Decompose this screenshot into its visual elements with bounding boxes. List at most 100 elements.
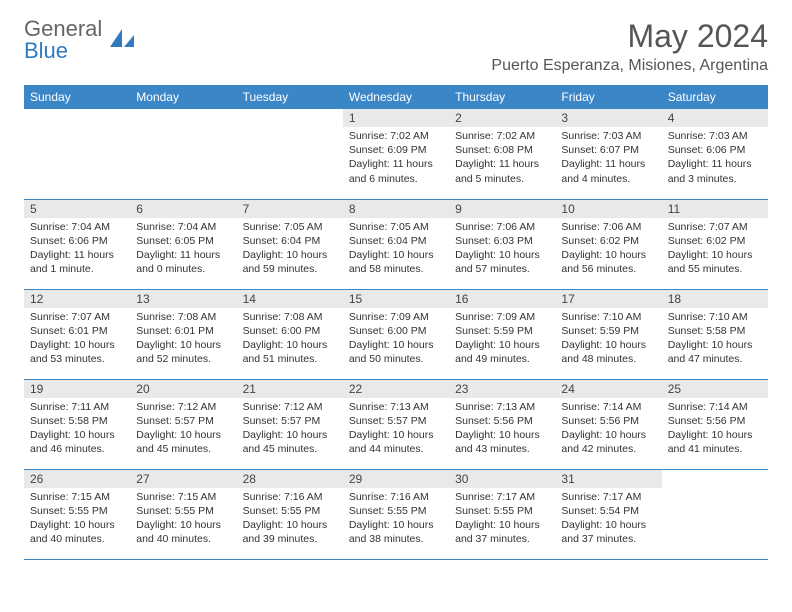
day-number: 6 [130, 200, 236, 218]
day-number: 13 [130, 290, 236, 308]
day-number: 17 [555, 290, 661, 308]
calendar-cell: 17Sunrise: 7:10 AMSunset: 5:59 PMDayligh… [555, 289, 661, 379]
calendar-cell: 11Sunrise: 7:07 AMSunset: 6:02 PMDayligh… [662, 199, 768, 289]
calendar-row: 12Sunrise: 7:07 AMSunset: 6:01 PMDayligh… [24, 289, 768, 379]
day-details: Sunrise: 7:15 AMSunset: 5:55 PMDaylight:… [24, 488, 130, 553]
calendar-cell: 3Sunrise: 7:03 AMSunset: 6:07 PMDaylight… [555, 109, 661, 199]
day-details: Sunrise: 7:05 AMSunset: 6:04 PMDaylight:… [237, 218, 343, 283]
weekday-header: Wednesday [343, 85, 449, 109]
day-number: 25 [662, 380, 768, 398]
calendar-cell: 13Sunrise: 7:08 AMSunset: 6:01 PMDayligh… [130, 289, 236, 379]
calendar-cell: 10Sunrise: 7:06 AMSunset: 6:02 PMDayligh… [555, 199, 661, 289]
calendar-cell: 31Sunrise: 7:17 AMSunset: 5:54 PMDayligh… [555, 469, 661, 559]
day-number: 16 [449, 290, 555, 308]
day-details: Sunrise: 7:02 AMSunset: 6:08 PMDaylight:… [449, 127, 555, 192]
day-details: Sunrise: 7:04 AMSunset: 6:05 PMDaylight:… [130, 218, 236, 283]
day-details: Sunrise: 7:06 AMSunset: 6:02 PMDaylight:… [555, 218, 661, 283]
day-details: Sunrise: 7:08 AMSunset: 6:01 PMDaylight:… [130, 308, 236, 373]
calendar-cell [662, 469, 768, 559]
calendar-cell: 26Sunrise: 7:15 AMSunset: 5:55 PMDayligh… [24, 469, 130, 559]
calendar-cell: 29Sunrise: 7:16 AMSunset: 5:55 PMDayligh… [343, 469, 449, 559]
calendar-cell: 28Sunrise: 7:16 AMSunset: 5:55 PMDayligh… [237, 469, 343, 559]
day-details: Sunrise: 7:06 AMSunset: 6:03 PMDaylight:… [449, 218, 555, 283]
day-number: 26 [24, 470, 130, 488]
location: Puerto Esperanza, Misiones, Argentina [491, 57, 768, 75]
day-details: Sunrise: 7:17 AMSunset: 5:55 PMDaylight:… [449, 488, 555, 553]
day-details: Sunrise: 7:07 AMSunset: 6:01 PMDaylight:… [24, 308, 130, 373]
day-details: Sunrise: 7:14 AMSunset: 5:56 PMDaylight:… [662, 398, 768, 463]
day-number: 22 [343, 380, 449, 398]
day-number: 15 [343, 290, 449, 308]
logo: General Blue [24, 18, 136, 62]
calendar-cell: 18Sunrise: 7:10 AMSunset: 5:58 PMDayligh… [662, 289, 768, 379]
day-number: 10 [555, 200, 661, 218]
calendar-cell: 16Sunrise: 7:09 AMSunset: 5:59 PMDayligh… [449, 289, 555, 379]
calendar-row: 19Sunrise: 7:11 AMSunset: 5:58 PMDayligh… [24, 379, 768, 469]
header: General Blue May 2024 Puerto Esperanza, … [24, 18, 768, 75]
calendar-table: SundayMondayTuesdayWednesdayThursdayFrid… [24, 85, 768, 560]
calendar-cell: 30Sunrise: 7:17 AMSunset: 5:55 PMDayligh… [449, 469, 555, 559]
calendar-cell: 1Sunrise: 7:02 AMSunset: 6:09 PMDaylight… [343, 109, 449, 199]
day-number: 14 [237, 290, 343, 308]
day-details: Sunrise: 7:04 AMSunset: 6:06 PMDaylight:… [24, 218, 130, 283]
day-number: 27 [130, 470, 236, 488]
calendar-cell: 4Sunrise: 7:03 AMSunset: 6:06 PMDaylight… [662, 109, 768, 199]
day-number: 18 [662, 290, 768, 308]
day-number: 19 [24, 380, 130, 398]
day-number: 1 [343, 109, 449, 127]
calendar-cell: 22Sunrise: 7:13 AMSunset: 5:57 PMDayligh… [343, 379, 449, 469]
weekday-header-row: SundayMondayTuesdayWednesdayThursdayFrid… [24, 85, 768, 109]
logo-text: General Blue [24, 18, 102, 62]
calendar-cell: 8Sunrise: 7:05 AMSunset: 6:04 PMDaylight… [343, 199, 449, 289]
day-details: Sunrise: 7:12 AMSunset: 5:57 PMDaylight:… [130, 398, 236, 463]
day-number: 7 [237, 200, 343, 218]
weekday-header: Monday [130, 85, 236, 109]
calendar-row: 26Sunrise: 7:15 AMSunset: 5:55 PMDayligh… [24, 469, 768, 559]
calendar-row: 1Sunrise: 7:02 AMSunset: 6:09 PMDaylight… [24, 109, 768, 199]
day-details: Sunrise: 7:09 AMSunset: 5:59 PMDaylight:… [449, 308, 555, 373]
weekday-header: Saturday [662, 85, 768, 109]
day-details: Sunrise: 7:11 AMSunset: 5:58 PMDaylight:… [24, 398, 130, 463]
calendar-cell: 7Sunrise: 7:05 AMSunset: 6:04 PMDaylight… [237, 199, 343, 289]
weekday-header: Thursday [449, 85, 555, 109]
day-number: 9 [449, 200, 555, 218]
day-details: Sunrise: 7:13 AMSunset: 5:57 PMDaylight:… [343, 398, 449, 463]
weekday-header: Friday [555, 85, 661, 109]
day-details: Sunrise: 7:16 AMSunset: 5:55 PMDaylight:… [237, 488, 343, 553]
calendar-cell: 6Sunrise: 7:04 AMSunset: 6:05 PMDaylight… [130, 199, 236, 289]
day-number: 5 [24, 200, 130, 218]
day-details: Sunrise: 7:16 AMSunset: 5:55 PMDaylight:… [343, 488, 449, 553]
logo-text-blue: Blue [24, 38, 68, 63]
calendar-cell: 27Sunrise: 7:15 AMSunset: 5:55 PMDayligh… [130, 469, 236, 559]
calendar-cell: 2Sunrise: 7:02 AMSunset: 6:08 PMDaylight… [449, 109, 555, 199]
day-number: 23 [449, 380, 555, 398]
calendar-cell: 24Sunrise: 7:14 AMSunset: 5:56 PMDayligh… [555, 379, 661, 469]
day-number: 20 [130, 380, 236, 398]
day-details: Sunrise: 7:12 AMSunset: 5:57 PMDaylight:… [237, 398, 343, 463]
calendar-cell: 14Sunrise: 7:08 AMSunset: 6:00 PMDayligh… [237, 289, 343, 379]
weekday-header: Sunday [24, 85, 130, 109]
calendar-cell: 23Sunrise: 7:13 AMSunset: 5:56 PMDayligh… [449, 379, 555, 469]
day-details: Sunrise: 7:15 AMSunset: 5:55 PMDaylight:… [130, 488, 236, 553]
calendar-cell: 5Sunrise: 7:04 AMSunset: 6:06 PMDaylight… [24, 199, 130, 289]
day-number: 11 [662, 200, 768, 218]
month-title: May 2024 [491, 18, 768, 55]
calendar-cell [237, 109, 343, 199]
day-details: Sunrise: 7:03 AMSunset: 6:07 PMDaylight:… [555, 127, 661, 192]
calendar-cell: 15Sunrise: 7:09 AMSunset: 6:00 PMDayligh… [343, 289, 449, 379]
day-number: 30 [449, 470, 555, 488]
calendar-cell [130, 109, 236, 199]
day-number: 29 [343, 470, 449, 488]
calendar-cell: 25Sunrise: 7:14 AMSunset: 5:56 PMDayligh… [662, 379, 768, 469]
day-number: 31 [555, 470, 661, 488]
day-details: Sunrise: 7:10 AMSunset: 5:58 PMDaylight:… [662, 308, 768, 373]
day-details: Sunrise: 7:10 AMSunset: 5:59 PMDaylight:… [555, 308, 661, 373]
day-number: 2 [449, 109, 555, 127]
calendar-cell: 20Sunrise: 7:12 AMSunset: 5:57 PMDayligh… [130, 379, 236, 469]
calendar-cell: 12Sunrise: 7:07 AMSunset: 6:01 PMDayligh… [24, 289, 130, 379]
calendar-row: 5Sunrise: 7:04 AMSunset: 6:06 PMDaylight… [24, 199, 768, 289]
weekday-header: Tuesday [237, 85, 343, 109]
calendar-cell: 19Sunrise: 7:11 AMSunset: 5:58 PMDayligh… [24, 379, 130, 469]
day-details: Sunrise: 7:03 AMSunset: 6:06 PMDaylight:… [662, 127, 768, 192]
day-number: 28 [237, 470, 343, 488]
